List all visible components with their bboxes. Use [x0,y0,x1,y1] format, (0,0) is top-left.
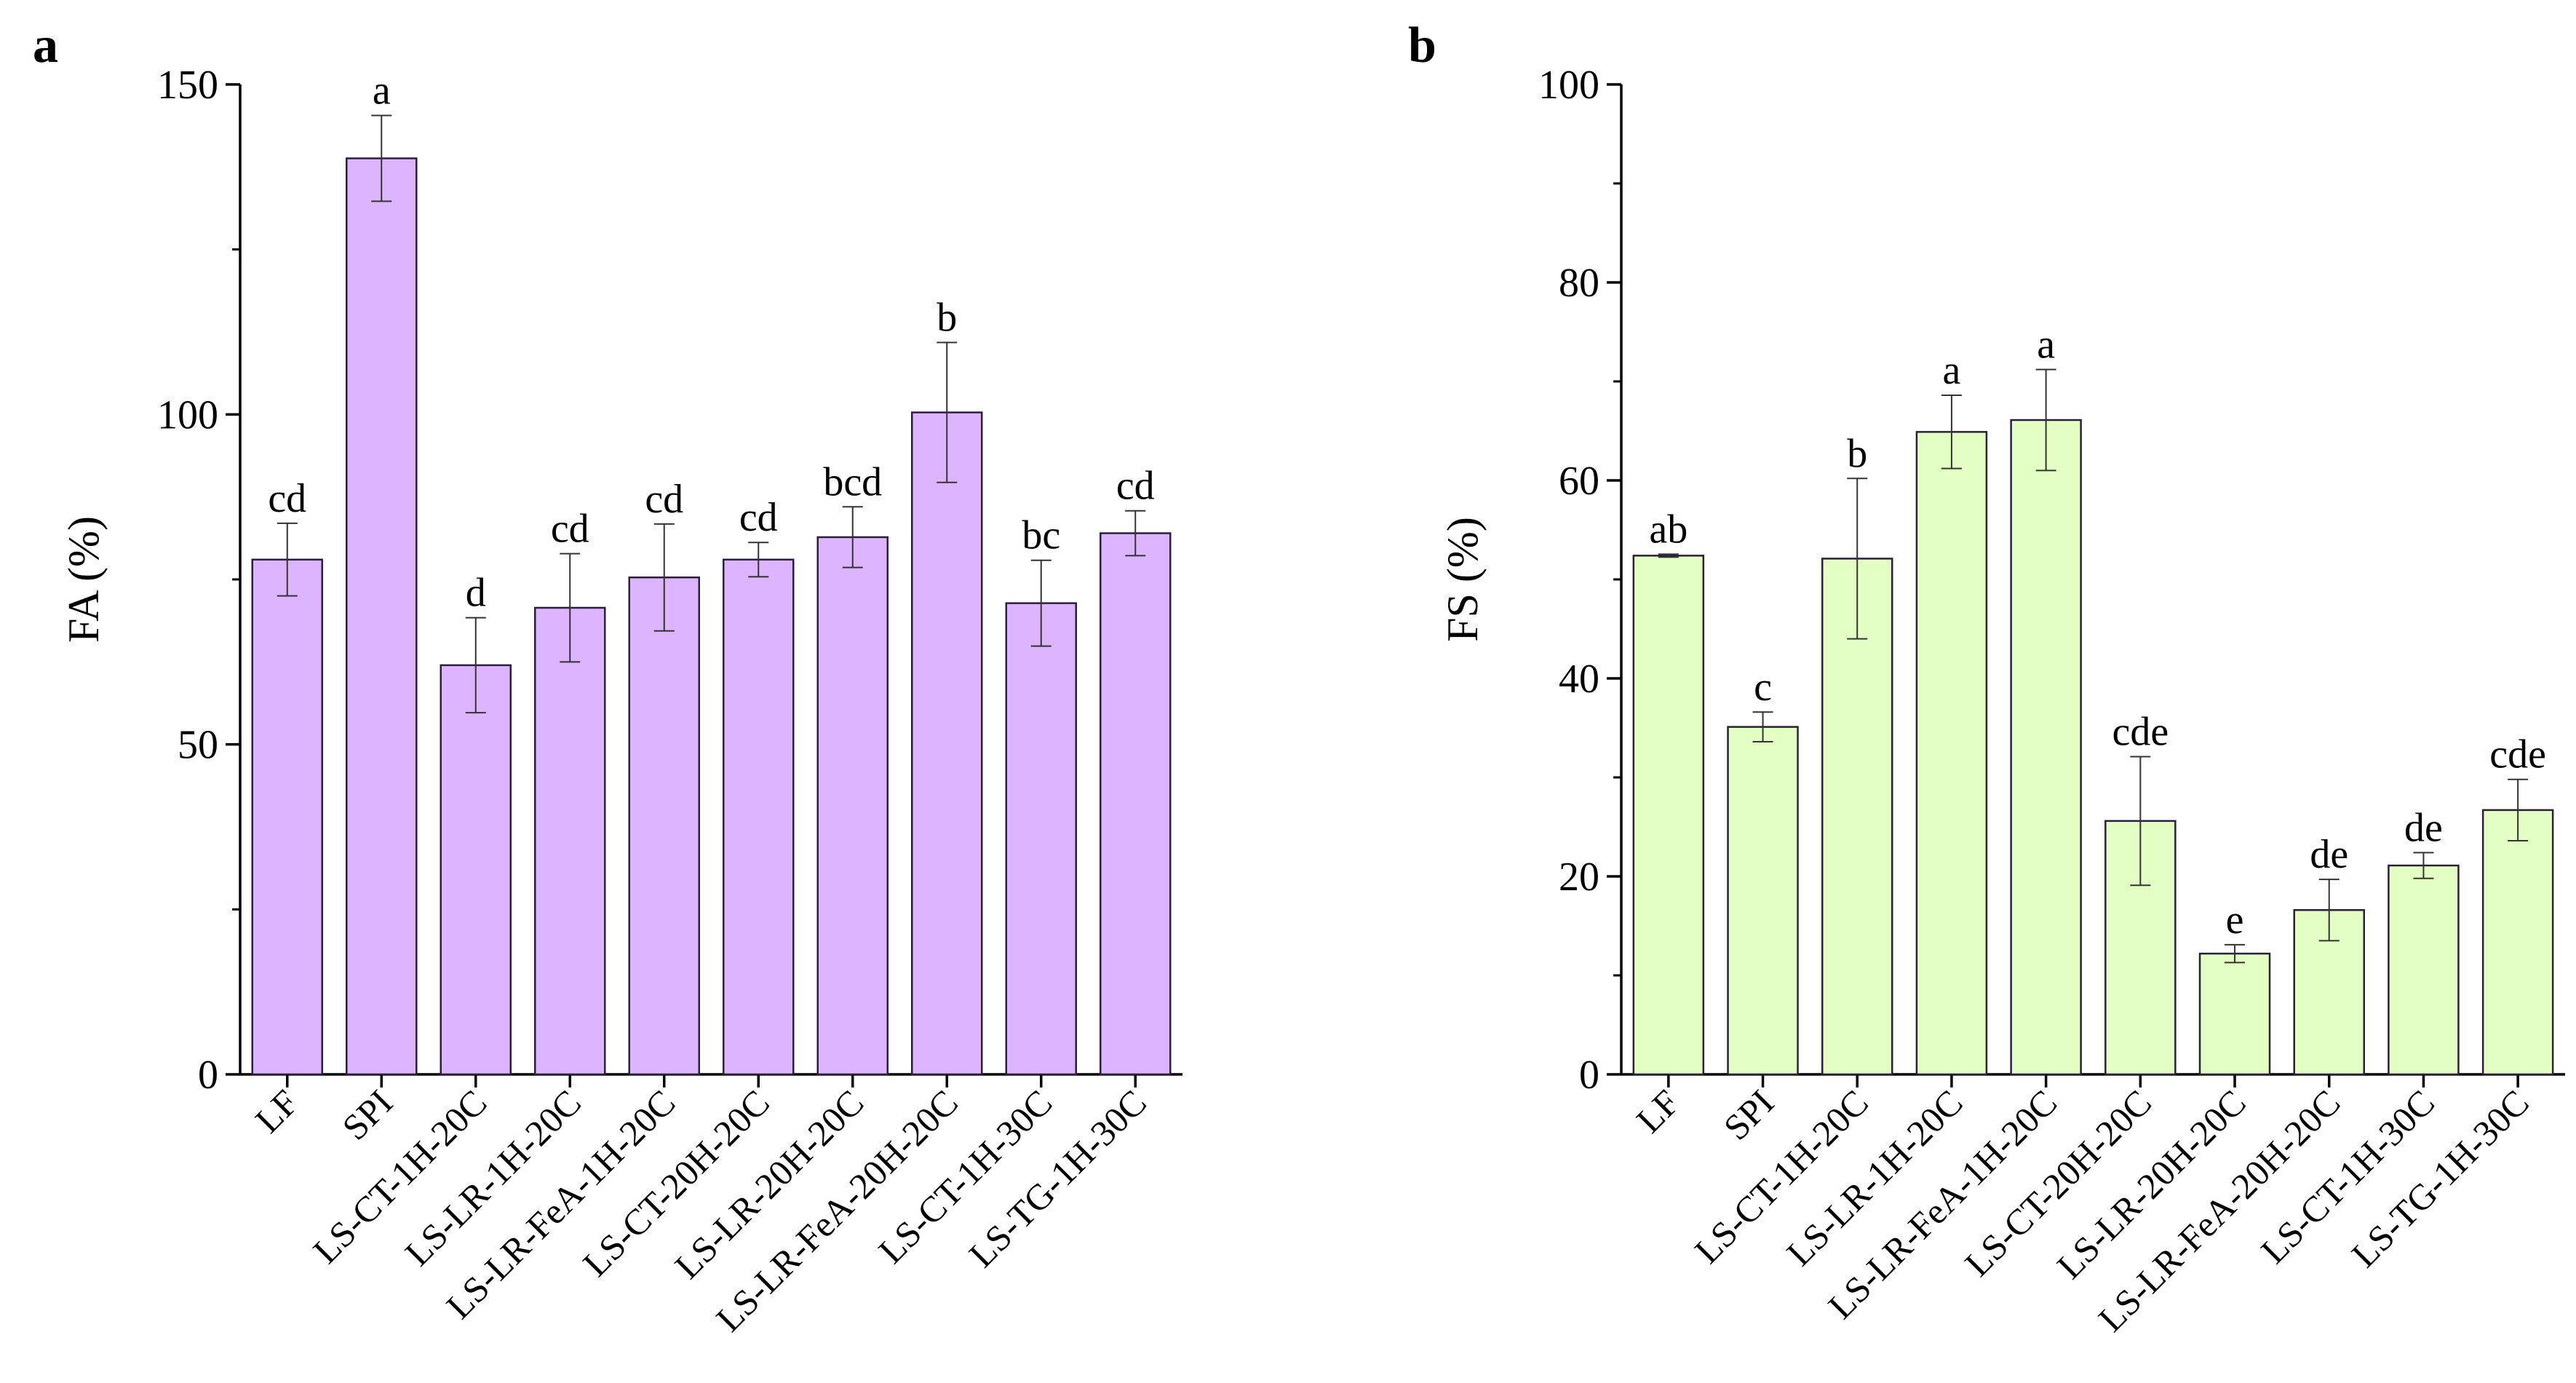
y-tick-label: 150 [157,63,218,108]
panel-fa: aFA (%)050100150cdLFaSPIdLS-CT-1H-20CcdL… [33,17,1182,1339]
y-tick-label: 40 [1559,657,1599,702]
significance-label-7: b [937,296,957,341]
significance-label-3: a [1943,348,1961,393]
significance-label-9: cd [1116,464,1155,509]
bar-6 [2198,952,2271,1076]
significance-label-1: c [1754,665,1772,710]
bar-9 [1100,532,1172,1076]
y-axis-title: FA (%) [60,516,108,643]
significance-label-3: cd [551,507,589,552]
significance-label-8: de [2404,805,2443,850]
bar-3 [1915,431,1988,1076]
bar-1 [346,157,418,1076]
bar-6 [816,536,889,1076]
y-tick-label: 50 [178,723,218,768]
y-tick-label: 20 [1559,855,1599,900]
significance-label-5: cd [739,495,778,540]
bar-4 [2010,419,2082,1076]
bar-7 [911,411,983,1076]
panel-label: b [1408,17,1436,74]
significance-label-6: e [2226,897,2244,943]
y-tick-label: 60 [1559,459,1599,504]
significance-label-0: ab [1649,507,1687,552]
bar-2 [1821,558,1893,1076]
category-label-0: LF [1629,1082,1687,1141]
panel-label: a [33,17,58,74]
bar-4 [628,576,700,1076]
category-label-0: LF [247,1082,306,1141]
category-label-1: SPI [1716,1082,1782,1148]
y-axis-title: FS (%) [1439,517,1487,642]
bar-2 [440,664,512,1076]
significance-label-9: cde [2489,732,2546,777]
bar-0 [251,558,323,1076]
category-label-1: SPI [334,1082,400,1148]
significance-label-1: a [373,68,391,114]
significance-label-8: bc [1022,513,1060,558]
significance-label-6: bcd [823,459,882,504]
significance-label-4: a [2037,322,2055,368]
y-tick-label: 80 [1559,261,1599,306]
bar-8 [2388,864,2460,1076]
bar-8 [1005,602,1077,1076]
y-tick-label: 0 [198,1053,218,1098]
y-tick-label: 100 [157,392,218,437]
significance-label-5: cde [2112,709,2168,754]
bar-0 [1632,555,1705,1076]
significance-label-2: d [466,571,486,616]
significance-label-2: b [1847,431,1867,476]
significance-label-4: cd [645,477,683,522]
significance-label-0: cd [268,476,306,521]
panel-fs: bFS (%)020406080100abLFcSPIbLS-CT-1H-20C… [1408,17,2565,1339]
y-tick-label: 100 [1538,63,1599,108]
bar-5 [723,558,795,1076]
significance-label-7: de [2310,832,2348,877]
y-tick-label: 0 [1579,1053,1599,1098]
bar-1 [1727,726,1799,1076]
bar-3 [534,606,606,1076]
bar-9 [2481,809,2554,1076]
